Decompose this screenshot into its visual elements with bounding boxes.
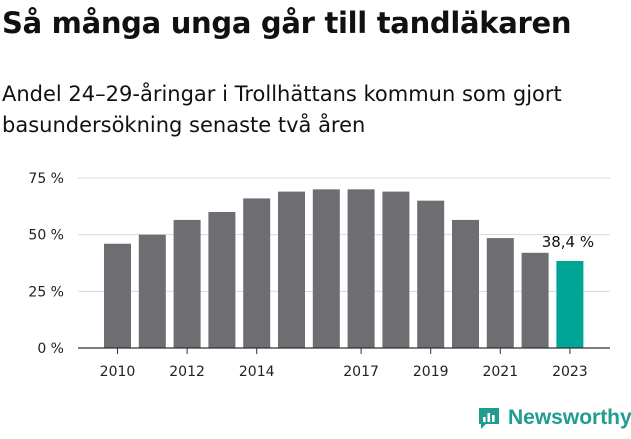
chart-title: Så många unga går till tandläkaren (2, 6, 572, 40)
bar-2015 (278, 191, 305, 348)
x-tick-label: 2023 (552, 364, 588, 380)
bar-2012 (173, 219, 201, 348)
y-tick-label: 25 % (28, 284, 64, 300)
bar-2011 (138, 234, 166, 348)
bar-2020 (452, 219, 479, 348)
chart-subtitle: Andel 24–29-åringar i Trollhättans kommu… (2, 82, 562, 137)
bar-2022 (521, 252, 549, 348)
bar-2019 (417, 200, 445, 348)
y-tick-label: 0 % (37, 341, 64, 357)
x-tick-label: 2019 (413, 364, 449, 380)
y-tick-label: 75 % (28, 171, 64, 187)
bar-2016 (312, 189, 340, 348)
bar-2013 (208, 212, 236, 348)
x-tick-label: 2014 (239, 364, 275, 380)
bar-2018 (382, 191, 410, 348)
bar-2014 (243, 198, 271, 348)
x-tick-label: 2021 (482, 364, 518, 380)
bar-2017 (347, 189, 375, 348)
x-tick-label: 2017 (343, 364, 379, 380)
x-tick-label: 2010 (100, 364, 136, 380)
brand-name: Newsworthy (508, 406, 631, 429)
bar-2021 (486, 238, 514, 348)
bar-2010 (104, 243, 131, 348)
bar-chart: 0 % 25 % 50 % 75 % 2010 2012 2014 2017 2019 2021 2… (28, 171, 610, 380)
data-label-2023: 38,4 % (542, 233, 594, 251)
x-tick-label: 2012 (169, 364, 205, 380)
brand-logo: Newsworthy (476, 405, 631, 431)
bar-2023 (556, 260, 584, 348)
newsworthy-chart-bubble-icon (479, 408, 499, 429)
y-tick-label: 50 % (28, 228, 64, 244)
